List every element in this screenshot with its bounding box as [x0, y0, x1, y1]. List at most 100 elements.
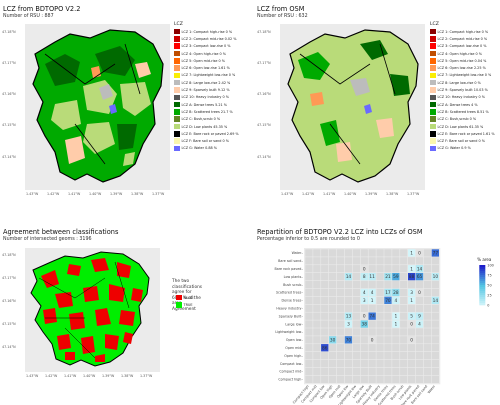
heatmap-cell — [360, 265, 368, 273]
heatmap-cell — [368, 336, 376, 344]
legend-label: LCZ 8: Large low-rise 2.42 % — [181, 80, 231, 85]
heatmap-empty-cell — [431, 359, 439, 368]
heatmap-empty-cell — [336, 273, 345, 281]
colorbar-step — [479, 271, 486, 274]
legend-swatch — [430, 72, 436, 79]
heatmap-empty-cell — [336, 288, 345, 297]
heatmap-cell-label: 86 — [322, 345, 328, 351]
legend-swatch — [174, 123, 180, 130]
heatmap-empty-cell — [384, 359, 392, 368]
heatmap-cell-label: 0 — [363, 266, 366, 272]
heatmap-empty-cell — [305, 375, 313, 383]
heatmap-empty-cell — [392, 328, 400, 336]
heatmap-cell-label: 3 — [347, 322, 350, 328]
colorbar-tick-label: 25 — [487, 293, 491, 297]
heatmap-cell-label: 4 — [394, 298, 397, 304]
heatmap-empty-cell — [344, 265, 353, 273]
heatmap-cell-label: 3 — [410, 290, 413, 296]
heatmap-cell-label: 65 — [417, 274, 423, 280]
colorbar-step — [479, 301, 486, 304]
heatmap-empty-cell — [313, 320, 321, 328]
heatmap-empty-cell — [344, 375, 353, 383]
heatmap-empty-cell — [431, 257, 439, 265]
heatmap-empty-cell — [415, 375, 424, 383]
heatmap-empty-cell — [329, 288, 337, 297]
y-tick: 47.16°N — [2, 92, 16, 96]
heatmap-empty-cell — [376, 328, 384, 336]
colorbar-step — [479, 269, 486, 272]
heatmap-empty-cell — [431, 344, 439, 352]
colorbar-step — [479, 299, 486, 302]
colorbar-step — [479, 295, 486, 298]
heatmap-cell — [360, 320, 368, 328]
legend-item: LCZ 6: Open low-rise 2.25 % — [430, 64, 495, 71]
heatmap-cell-label: 3 — [363, 298, 366, 304]
legend-label: LCZ 4: Open high-rise 0 % — [437, 51, 483, 56]
legend-swatch — [174, 138, 180, 144]
heatmap-empty-cell — [368, 328, 376, 336]
heatmap-empty-cell — [305, 249, 313, 257]
heatmap-empty-cell — [408, 359, 416, 368]
heatmap-empty-cell — [423, 352, 432, 360]
legend-label: LCZ C: Bush,scrub 0 % — [181, 117, 221, 122]
panel-title: LCZ from OSM — [257, 5, 305, 13]
heatmap-empty-cell — [313, 249, 321, 257]
heatmap-empty-cell — [400, 304, 408, 312]
heatmap-cell-label: 1 — [410, 298, 413, 304]
y-tick: 47.14°N — [2, 155, 16, 159]
heatmap-empty-cell — [423, 249, 432, 257]
heatmap-cell — [415, 320, 424, 328]
y-tick: 47.17°N — [257, 61, 271, 65]
heatmap-empty-cell — [400, 320, 408, 328]
heatmap-cell — [431, 296, 439, 304]
heatmap-empty-cell — [313, 336, 321, 344]
heatmap-empty-cell — [305, 312, 313, 320]
heatmap-cell-label: 0 — [410, 337, 413, 343]
legend-swatch — [430, 109, 436, 115]
heatmap-empty-cell — [321, 359, 329, 368]
y-tick-label: Open high– — [284, 354, 303, 358]
x-tick: 1.41°W — [323, 192, 336, 196]
legend-item: LCZ 7: Lightweight low-rise 0 % — [174, 72, 239, 79]
heatmap-empty-cell — [352, 359, 360, 368]
heatmap-cell — [368, 273, 376, 281]
heatmap-empty-cell — [368, 257, 376, 265]
heatmap-empty-cell — [352, 375, 360, 383]
heatmap-empty-cell — [313, 265, 321, 273]
heatmap-empty-cell — [321, 312, 329, 320]
legend-item: LCZ 2: Compact mid-rise 0 % — [430, 35, 495, 42]
legend-swatch — [430, 79, 436, 86]
heatmap-empty-cell — [336, 375, 345, 383]
heatmap-empty-cell — [384, 328, 392, 336]
heatmap-empty-cell — [384, 304, 392, 312]
heatmap-empty-cell — [376, 320, 384, 328]
legend-swatch — [430, 65, 436, 71]
legend-item: LCZ D: Low plants 61.35 % — [430, 123, 495, 130]
legend-swatch — [430, 138, 436, 144]
legend-swatch — [174, 43, 180, 49]
colorbar-title: % area — [477, 257, 492, 262]
heatmap-empty-cell — [313, 344, 321, 352]
heatmap-cell-label: 30 — [330, 337, 336, 343]
heatmap-empty-cell — [321, 375, 329, 383]
heatmap-empty-cell — [305, 296, 313, 304]
heatmap-cell-label: 4 — [418, 322, 421, 328]
heatmap-empty-cell — [344, 280, 353, 289]
legend-swatch — [174, 116, 180, 122]
y-tick-label: Large low– — [285, 322, 303, 326]
legend-label: LCZ 8: Large low-rise 0 % — [437, 80, 481, 85]
heatmap-empty-cell — [305, 265, 313, 273]
legend-label: LCZ 10: Heavy industry 0 % — [181, 95, 229, 100]
panel-title: LCZ from BDTOPO V2.2 — [3, 5, 81, 13]
heatmap-empty-cell — [376, 273, 384, 281]
y-tick: 47.16°N — [257, 92, 271, 96]
heatmap-empty-cell — [360, 344, 368, 352]
heatmap-empty-cell — [392, 336, 400, 344]
legend-swatch — [430, 131, 436, 137]
heatmap-empty-cell — [376, 375, 384, 383]
legend-swatch — [430, 58, 436, 64]
heatmap-cell — [344, 320, 353, 328]
panel-title: Agreement between classifications — [3, 228, 119, 236]
heatmap-empty-cell — [392, 375, 400, 383]
